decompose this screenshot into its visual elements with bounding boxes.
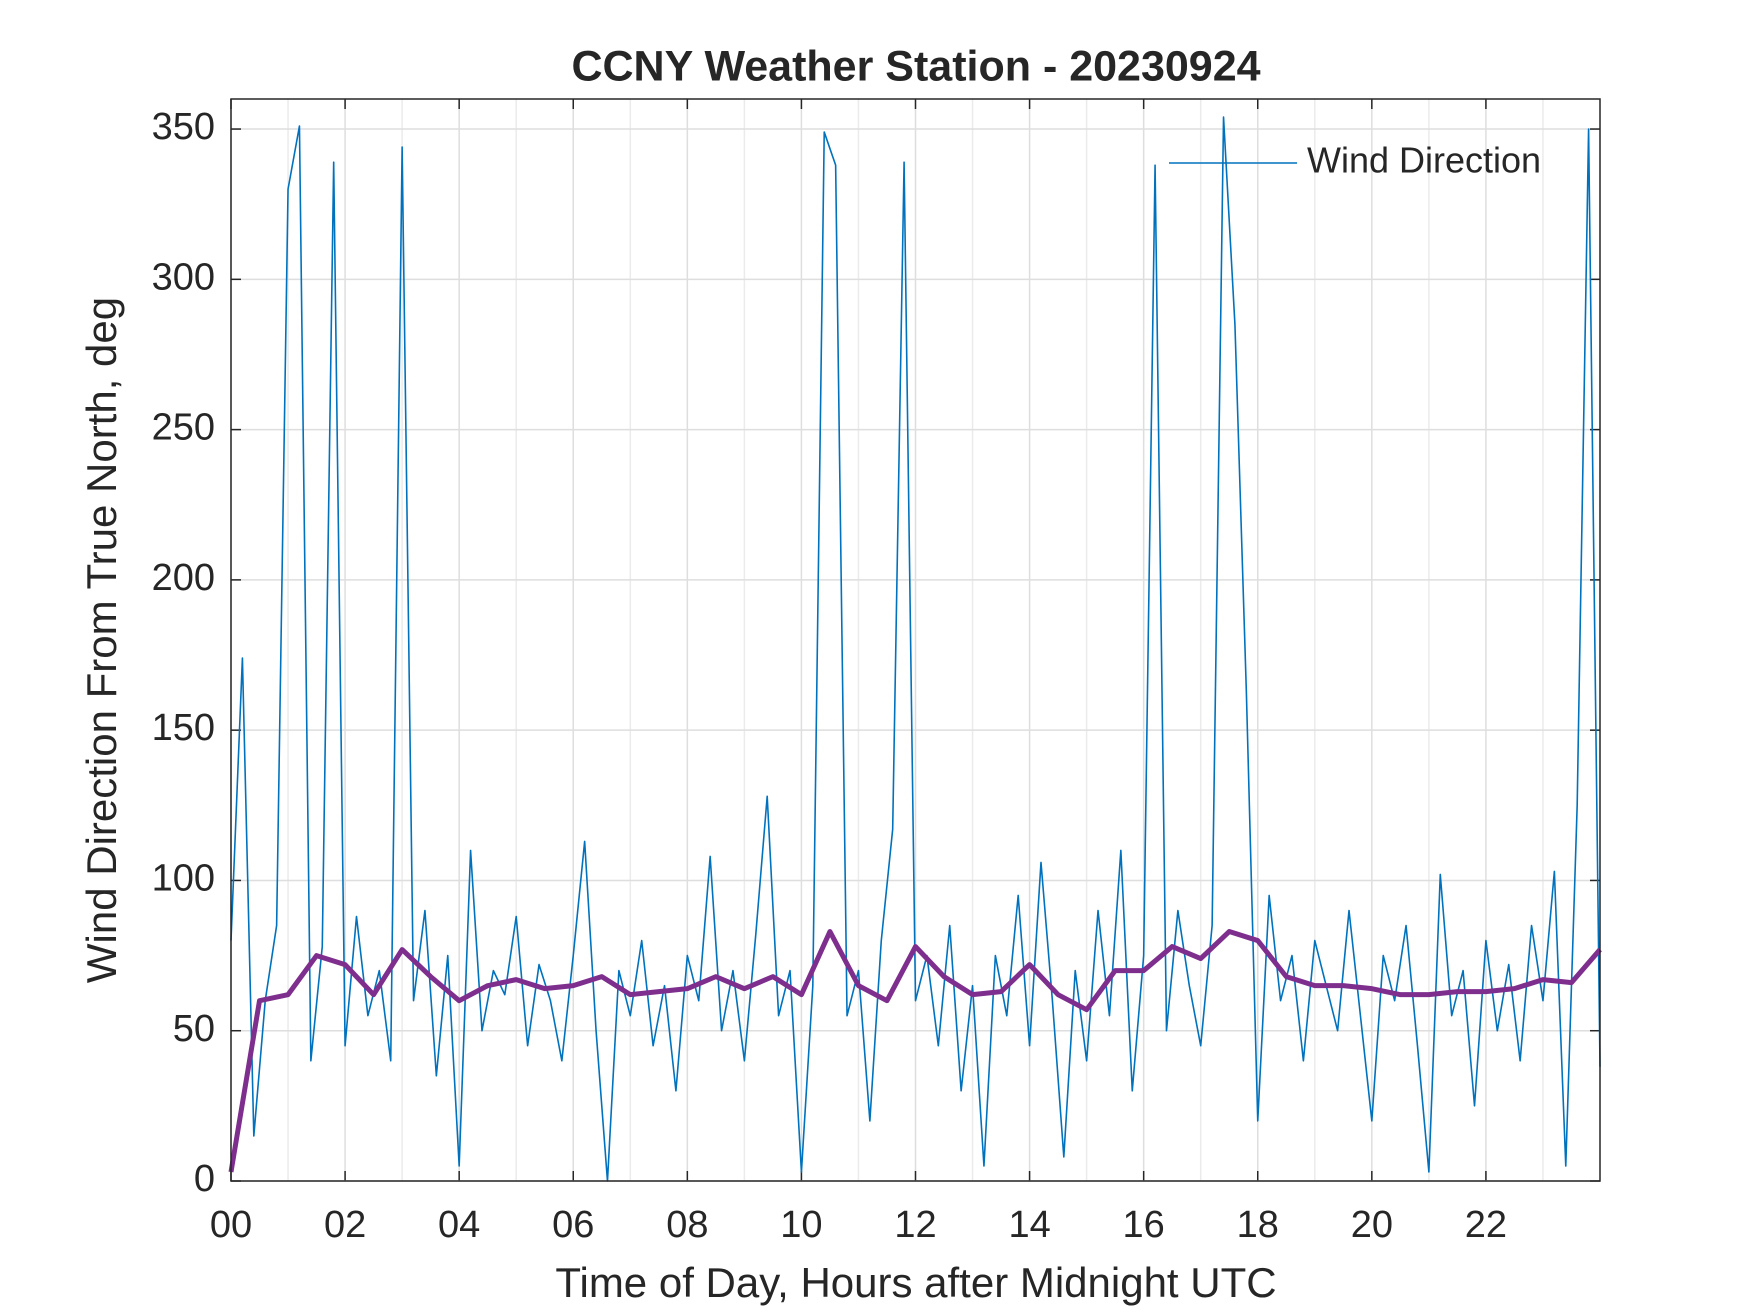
data-line bbox=[228, 929, 1602, 1173]
x-tick-label: 08 bbox=[666, 1204, 708, 1246]
legend-label: Wind Direction bbox=[1307, 140, 1541, 181]
x-tick-label: 14 bbox=[1008, 1204, 1050, 1246]
x-axis-label: Time of Day, Hours after Midnight UTC bbox=[555, 1259, 1276, 1306]
data-line bbox=[230, 116, 1601, 1182]
x-tick-label: 18 bbox=[1237, 1204, 1279, 1246]
y-tick-label: 100 bbox=[152, 857, 215, 899]
x-tick-label: 04 bbox=[438, 1204, 480, 1246]
y-tick-label: 50 bbox=[173, 1008, 215, 1050]
y-tick-label: 200 bbox=[152, 557, 215, 599]
plot-frame bbox=[230, 98, 1601, 1182]
y-tick-label: 250 bbox=[152, 407, 215, 449]
y-tick-label: 0 bbox=[194, 1158, 215, 1200]
y-axis-label: Wind Direction From True North, deg bbox=[78, 297, 125, 983]
y-tick-label: 350 bbox=[152, 106, 215, 148]
x-tick-label: 10 bbox=[780, 1204, 822, 1246]
x-tick-label: 16 bbox=[1123, 1204, 1165, 1246]
x-tick-label: 20 bbox=[1351, 1204, 1393, 1246]
x-tick-label: 22 bbox=[1465, 1204, 1507, 1246]
x-tick-label: 12 bbox=[894, 1204, 936, 1246]
chart-title: CCNY Weather Station - 20230924 bbox=[571, 42, 1260, 90]
x-tick-label: 00 bbox=[210, 1204, 252, 1246]
x-tick-label: 06 bbox=[552, 1204, 594, 1246]
y-tick-label: 300 bbox=[152, 256, 215, 298]
y-tick-label: 150 bbox=[152, 707, 215, 749]
x-tick-label: 02 bbox=[324, 1204, 366, 1246]
